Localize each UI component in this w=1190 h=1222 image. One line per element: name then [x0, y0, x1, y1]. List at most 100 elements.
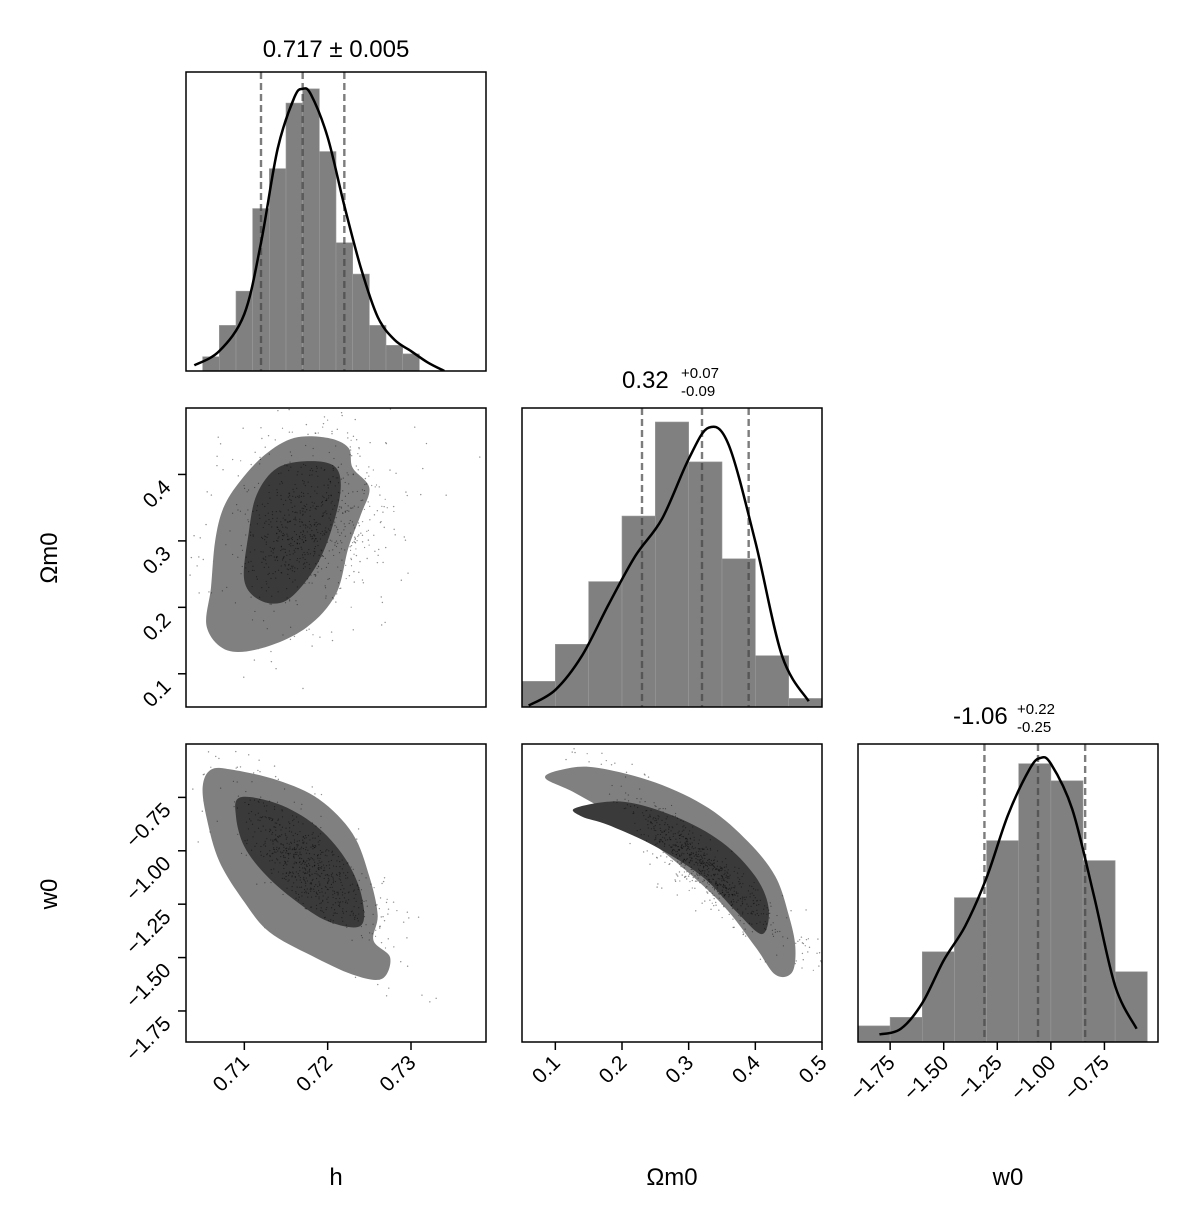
sample-point	[179, 739, 180, 740]
sample-point	[282, 893, 284, 896]
sample-point	[737, 892, 739, 894]
sample-point	[690, 854, 692, 856]
sample-point	[287, 852, 290, 855]
sample-point	[258, 759, 260, 761]
sample-point	[337, 904, 340, 907]
sample-point	[658, 816, 660, 818]
sample-point	[272, 552, 274, 554]
sample-point	[647, 827, 649, 829]
sample-point	[287, 569, 290, 571]
sample-point	[279, 851, 282, 853]
sample-point	[296, 886, 298, 888]
sample-point	[345, 900, 347, 902]
sample-point	[701, 902, 703, 904]
x-tick-label-h: 0.72	[292, 1051, 337, 1096]
sample-point	[281, 534, 284, 537]
sample-point	[292, 495, 294, 497]
sample-point	[313, 502, 315, 504]
sample-point	[676, 850, 678, 853]
sample-point	[352, 473, 354, 475]
sample-point	[647, 820, 649, 822]
sample-point	[722, 896, 724, 898]
sample-point	[393, 946, 395, 948]
sample-point	[656, 822, 658, 824]
sample-point	[719, 884, 721, 886]
sample-point	[317, 835, 319, 837]
sample-point	[335, 517, 337, 519]
sample-point	[715, 884, 717, 886]
sample-point	[298, 848, 300, 850]
sample-point	[254, 451, 256, 453]
summary-main-om0: 0.32	[622, 367, 669, 394]
sample-point	[301, 548, 303, 550]
sample-point	[374, 550, 376, 553]
sample-point	[285, 526, 287, 528]
sample-point	[662, 811, 664, 813]
sample-point	[706, 862, 708, 864]
sample-point	[273, 610, 275, 612]
sample-point	[306, 880, 309, 882]
sample-point	[275, 834, 277, 836]
sample-point	[235, 750, 237, 753]
sample-point	[574, 751, 576, 754]
sample-point	[319, 849, 322, 852]
y-tick-label-om0: 0.4	[139, 475, 176, 512]
sample-point	[731, 907, 733, 910]
sample-point	[333, 890, 336, 893]
sample-point	[681, 830, 683, 832]
sample-point	[776, 931, 779, 933]
sample-point	[774, 931, 776, 933]
sample-point	[653, 829, 655, 831]
sample-point	[698, 850, 700, 852]
sample-point	[273, 839, 276, 841]
sample-point	[277, 836, 279, 838]
sample-point	[712, 873, 715, 876]
sample-point	[750, 905, 752, 907]
sample-point	[723, 873, 725, 876]
sample-point	[339, 534, 341, 537]
sample-point	[300, 846, 303, 848]
sample-point	[310, 535, 312, 537]
sample-point	[344, 510, 346, 512]
sample-point	[328, 850, 330, 852]
sample-point	[350, 557, 352, 559]
sample-point	[246, 839, 248, 841]
sample-point	[293, 854, 295, 856]
sample-point	[379, 925, 381, 927]
sample-point	[331, 850, 334, 852]
sample-point	[260, 830, 262, 832]
sample-point	[679, 855, 681, 857]
sample-point	[363, 911, 366, 913]
sample-point	[312, 837, 314, 839]
sample-point	[296, 543, 299, 545]
sample-point	[828, 975, 829, 976]
sample-point	[286, 842, 288, 844]
sample-point	[683, 858, 686, 860]
sample-point	[281, 427, 284, 429]
sample-point	[259, 819, 261, 822]
sample-point	[722, 879, 725, 881]
sample-point	[689, 853, 691, 855]
sample-point	[345, 910, 347, 913]
sample-point	[281, 482, 284, 484]
sample-point	[717, 884, 719, 886]
sample-point	[237, 556, 239, 558]
sample-point	[307, 871, 309, 873]
sample-point	[310, 883, 313, 885]
sample-point	[344, 481, 346, 484]
sample-point	[686, 858, 688, 861]
sample-point	[296, 844, 298, 846]
sample-point	[669, 836, 671, 838]
sample-point	[747, 890, 750, 892]
sample-point	[716, 887, 719, 889]
sample-point	[709, 881, 711, 883]
sample-point	[236, 504, 238, 506]
sample-point	[707, 859, 709, 862]
sample-point	[345, 874, 347, 877]
sample-point	[254, 610, 256, 613]
sample-point	[336, 912, 338, 915]
sample-point	[328, 864, 330, 866]
sample-point	[284, 519, 286, 521]
sample-point	[283, 846, 285, 848]
sample-point	[714, 856, 716, 858]
